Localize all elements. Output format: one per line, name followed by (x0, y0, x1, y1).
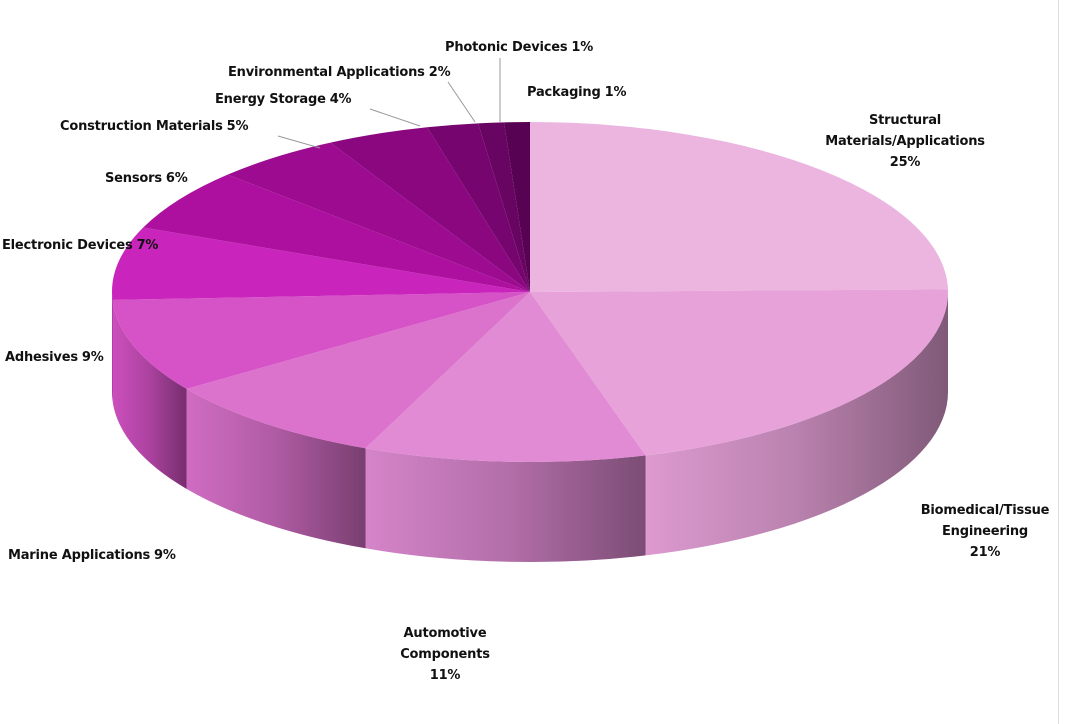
slice (112, 227, 530, 300)
slice (530, 122, 948, 292)
value-label: 4% (329, 92, 352, 107)
slice (227, 142, 530, 292)
category-name: Structural Materials/Applications (825, 113, 985, 149)
category-name: Sensors (105, 171, 162, 186)
slice-side-shade (112, 299, 187, 489)
value-label: 7% (136, 238, 159, 253)
slice (504, 122, 530, 292)
slice-label: Structural Materials/Applications 25% (805, 110, 1005, 173)
value-label: 9% (81, 350, 104, 365)
category-name: Environmental Applications (228, 65, 425, 80)
slice-label: Marine Applications 9% (8, 545, 176, 566)
leader-line (447, 81, 476, 123)
leader-line (277, 135, 321, 149)
slice-label: Electronic Devices 7% (2, 235, 158, 256)
value-label: 25% (889, 155, 921, 170)
value-label: 5% (226, 119, 249, 134)
leader-line (369, 108, 421, 127)
category-name: Marine Applications (8, 548, 151, 563)
category-name: Construction Materials (60, 119, 223, 134)
border (1058, 0, 1059, 724)
value-label: 21% (969, 545, 1001, 560)
slice-label: Sensors 6% (105, 168, 188, 189)
category-name: Packaging (527, 85, 601, 100)
slice-label: Packaging 1% (527, 82, 626, 103)
slice-side-shade (365, 448, 646, 563)
slice (112, 292, 530, 389)
slice-label: Energy Storage 4% (215, 89, 352, 110)
slice-label: Photonic Devices 1% (445, 37, 593, 58)
slice (530, 289, 948, 456)
slice (143, 174, 530, 292)
value-label: 6% (165, 171, 188, 186)
slice (186, 292, 530, 449)
category-name: Electronic Devices (2, 238, 133, 253)
value-label: 11% (429, 668, 461, 683)
slice-side-shade (186, 388, 366, 549)
slice (427, 123, 530, 293)
slice (365, 292, 646, 462)
value-label: 9% (154, 548, 176, 563)
slice-label: Automotive Components 11% (385, 623, 505, 686)
category-name: Automotive Components (400, 626, 490, 662)
value-label: 1% (571, 40, 594, 55)
value-label: 2% (428, 65, 451, 80)
category-name: Photonic Devices (445, 40, 568, 55)
slice (478, 122, 530, 292)
category-name: Biomedical/Tissue Engineering (920, 503, 1050, 539)
slice-label: Environmental Applications 2% (228, 62, 451, 83)
slice-label: Construction Materials 5% (60, 116, 248, 137)
slice-label: Adhesives 9% (5, 347, 104, 368)
category-name: Energy Storage (215, 92, 326, 107)
value-label: 1% (604, 85, 627, 100)
slice-side-shade (645, 292, 948, 556)
slice-label: Biomedical/Tissue Engineering 21% (905, 500, 1065, 563)
slice (330, 127, 530, 292)
category-name: Adhesives (5, 350, 78, 365)
